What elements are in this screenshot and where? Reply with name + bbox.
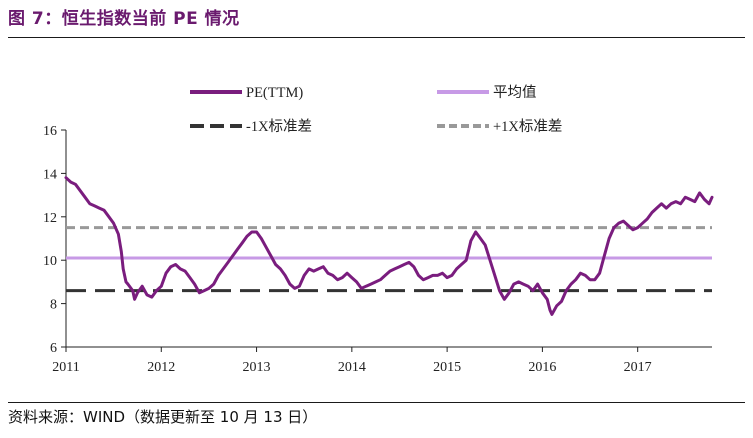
y-tick-label: 10 (43, 254, 57, 269)
y-tick-label: 8 (50, 298, 57, 313)
legend-mean-label: 平均值 (493, 84, 537, 101)
x-tick-label: 2013 (243, 360, 271, 375)
y-tick-label: 6 (50, 341, 57, 356)
legend-minus-1x-std-label: -1X标准差 (246, 118, 312, 135)
title-divider (8, 37, 745, 38)
x-tick-label: 2017 (624, 360, 652, 375)
x-tick-label: 2012 (147, 360, 175, 375)
pe-chart: 6 8 10 12 14 16 2011 2012 2013 2014 2015 2016 2017 PE… (43, 84, 714, 375)
x-tick-label: 2014 (338, 360, 366, 375)
legend-plus-1x-std-label: +1X标准差 (493, 118, 562, 135)
y-tick-label: 14 (43, 167, 57, 182)
x-tick-label: 2016 (528, 360, 556, 375)
y-tick-label: 12 (43, 211, 57, 226)
chart-title: 图 7：恒生指数当前 PE 情况 (8, 9, 240, 29)
x-tick-label: 2015 (433, 360, 461, 375)
legend-pe-ttm-label: PE(TTM) (246, 85, 303, 101)
y-tick-label: 16 (43, 124, 57, 139)
source-note: 资料来源：WIND（数据更新至 10 月 13 日） (8, 408, 318, 426)
pe-ttm-series-line (64, 176, 714, 316)
x-tick-label: 2011 (52, 360, 79, 375)
footer-divider (8, 402, 745, 403)
